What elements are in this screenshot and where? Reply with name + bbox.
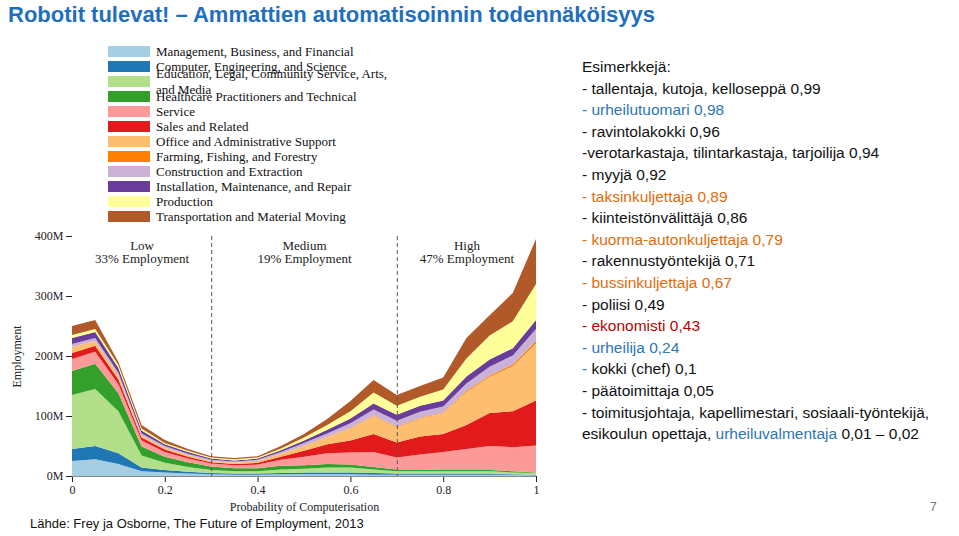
html-text:Production: Production — [156, 193, 214, 209]
html-text:- päätoimittaja 0,05: - päätoimittaja 0,05 — [582, 381, 714, 399]
svg-text:High47% Employment: High47% Employment — [420, 238, 515, 266]
html-text:Robotit tulevat! – Ammattien a: Robotit tulevat! – Ammattien automatisoi… — [8, 2, 655, 27]
html-text:- myyjä 0,92: - myyjä 0,92 — [582, 166, 667, 183]
html-text:- kiinteistönvälittäjä 0,86: - kiinteistönvälittäjä 0,86 — [582, 209, 748, 227]
html-text:- urheilija 0,24: - urheilija 0,24 — [582, 338, 680, 356]
svg-text:Employment: Employment — [10, 325, 24, 388]
svg-text:0.4: 0.4 — [251, 483, 266, 497]
svg-text:400M: 400M — [35, 229, 64, 243]
html-text:-verotarkastaja, tilintarkasta: -verotarkastaja, tilintarkastaja, tarjoi… — [582, 144, 880, 162]
svg-text:200M: 200M — [35, 349, 64, 363]
html-text:- rakennustyöntekijä 0,71: - rakennustyöntekijä 0,71 — [582, 252, 756, 270]
html-text:- tallentaja, kutoja, kellosep: - tallentaja, kutoja, kelloseppä 0,99 — [582, 79, 821, 97]
html-text:- kokki (chef) 0,1: - kokki (chef) 0,1 — [582, 360, 697, 378]
svg-text:Low33% Employment: Low33% Employment — [95, 238, 190, 266]
html-text:Lähde: Frey ja Osborne, The Fu: Lähde: Frey ja Osborne, The Future of Em… — [30, 516, 364, 531]
svg-text:0: 0 — [70, 483, 76, 497]
html-text:- kuorma-autonkuljettaja 0,79: - kuorma-autonkuljettaja 0,79 — [582, 230, 783, 248]
html-text:Computer, Engineering, and Sci: Computer, Engineering, and Science — [156, 58, 347, 74]
html-text:Service: Service — [156, 103, 195, 119]
html-text:Management, Business, and Fina: Management, Business, and Financial — [156, 43, 354, 59]
html-text:Farming, Fishing, and Forestry: Farming, Fishing, and Forestry — [156, 148, 318, 164]
svg-text:0M: 0M — [47, 469, 64, 483]
svg-text:0.2: 0.2 — [158, 483, 173, 497]
svg-text:Medium19% Employment: Medium19% Employment — [257, 238, 352, 266]
svg-text:0.6: 0.6 — [343, 483, 358, 497]
html-text:Installation, Maintenance, and: Installation, Maintenance, and Repair — [156, 178, 352, 194]
html-text:Construction and Extraction: Construction and Extraction — [156, 163, 303, 179]
html-text:- toimitusjohtaja, kapellimest: - toimitusjohtaja, kapellimestari, sosia… — [582, 403, 930, 443]
svg-text:300M: 300M — [35, 289, 64, 303]
html-text:Education, Legal, Community Se: Education, Legal, Community Service, Art… — [156, 65, 388, 97]
html-text:7: 7 — [930, 500, 937, 514]
svg-text:Probability of Computerisation: Probability of Computerisation — [230, 500, 379, 514]
html-text:- poliisi 0,49: - poliisi 0,49 — [582, 295, 665, 313]
html-text:Healthcare Practitioners and T: Healthcare Practitioners and Technical — [156, 88, 357, 104]
html-text:Office and Administrative Supp: Office and Administrative Support — [156, 133, 336, 149]
html-text:- taksinkuljettaja 0,89: - taksinkuljettaja 0,89 — [582, 187, 728, 205]
html-text:- ekonomisti 0,43: - ekonomisti 0,43 — [582, 317, 700, 335]
html-text:- urheilutuomari 0,98: - urheilutuomari 0,98 — [582, 101, 725, 119]
html-text:- ravintolakokki 0,96: - ravintolakokki 0,96 — [582, 122, 720, 140]
html-text:Esimerkkejä:: Esimerkkejä: — [582, 58, 671, 75]
html-text:Transportation and Material Mo: Transportation and Material Moving — [156, 208, 346, 224]
html-text:Sales and Related: Sales and Related — [156, 118, 249, 134]
html-text:- bussinkuljettaja 0,67: - bussinkuljettaja 0,67 — [582, 273, 732, 291]
svg-text:0.8: 0.8 — [436, 483, 451, 497]
svg-text:100M: 100M — [35, 409, 64, 423]
svg-text:1: 1 — [534, 483, 540, 497]
